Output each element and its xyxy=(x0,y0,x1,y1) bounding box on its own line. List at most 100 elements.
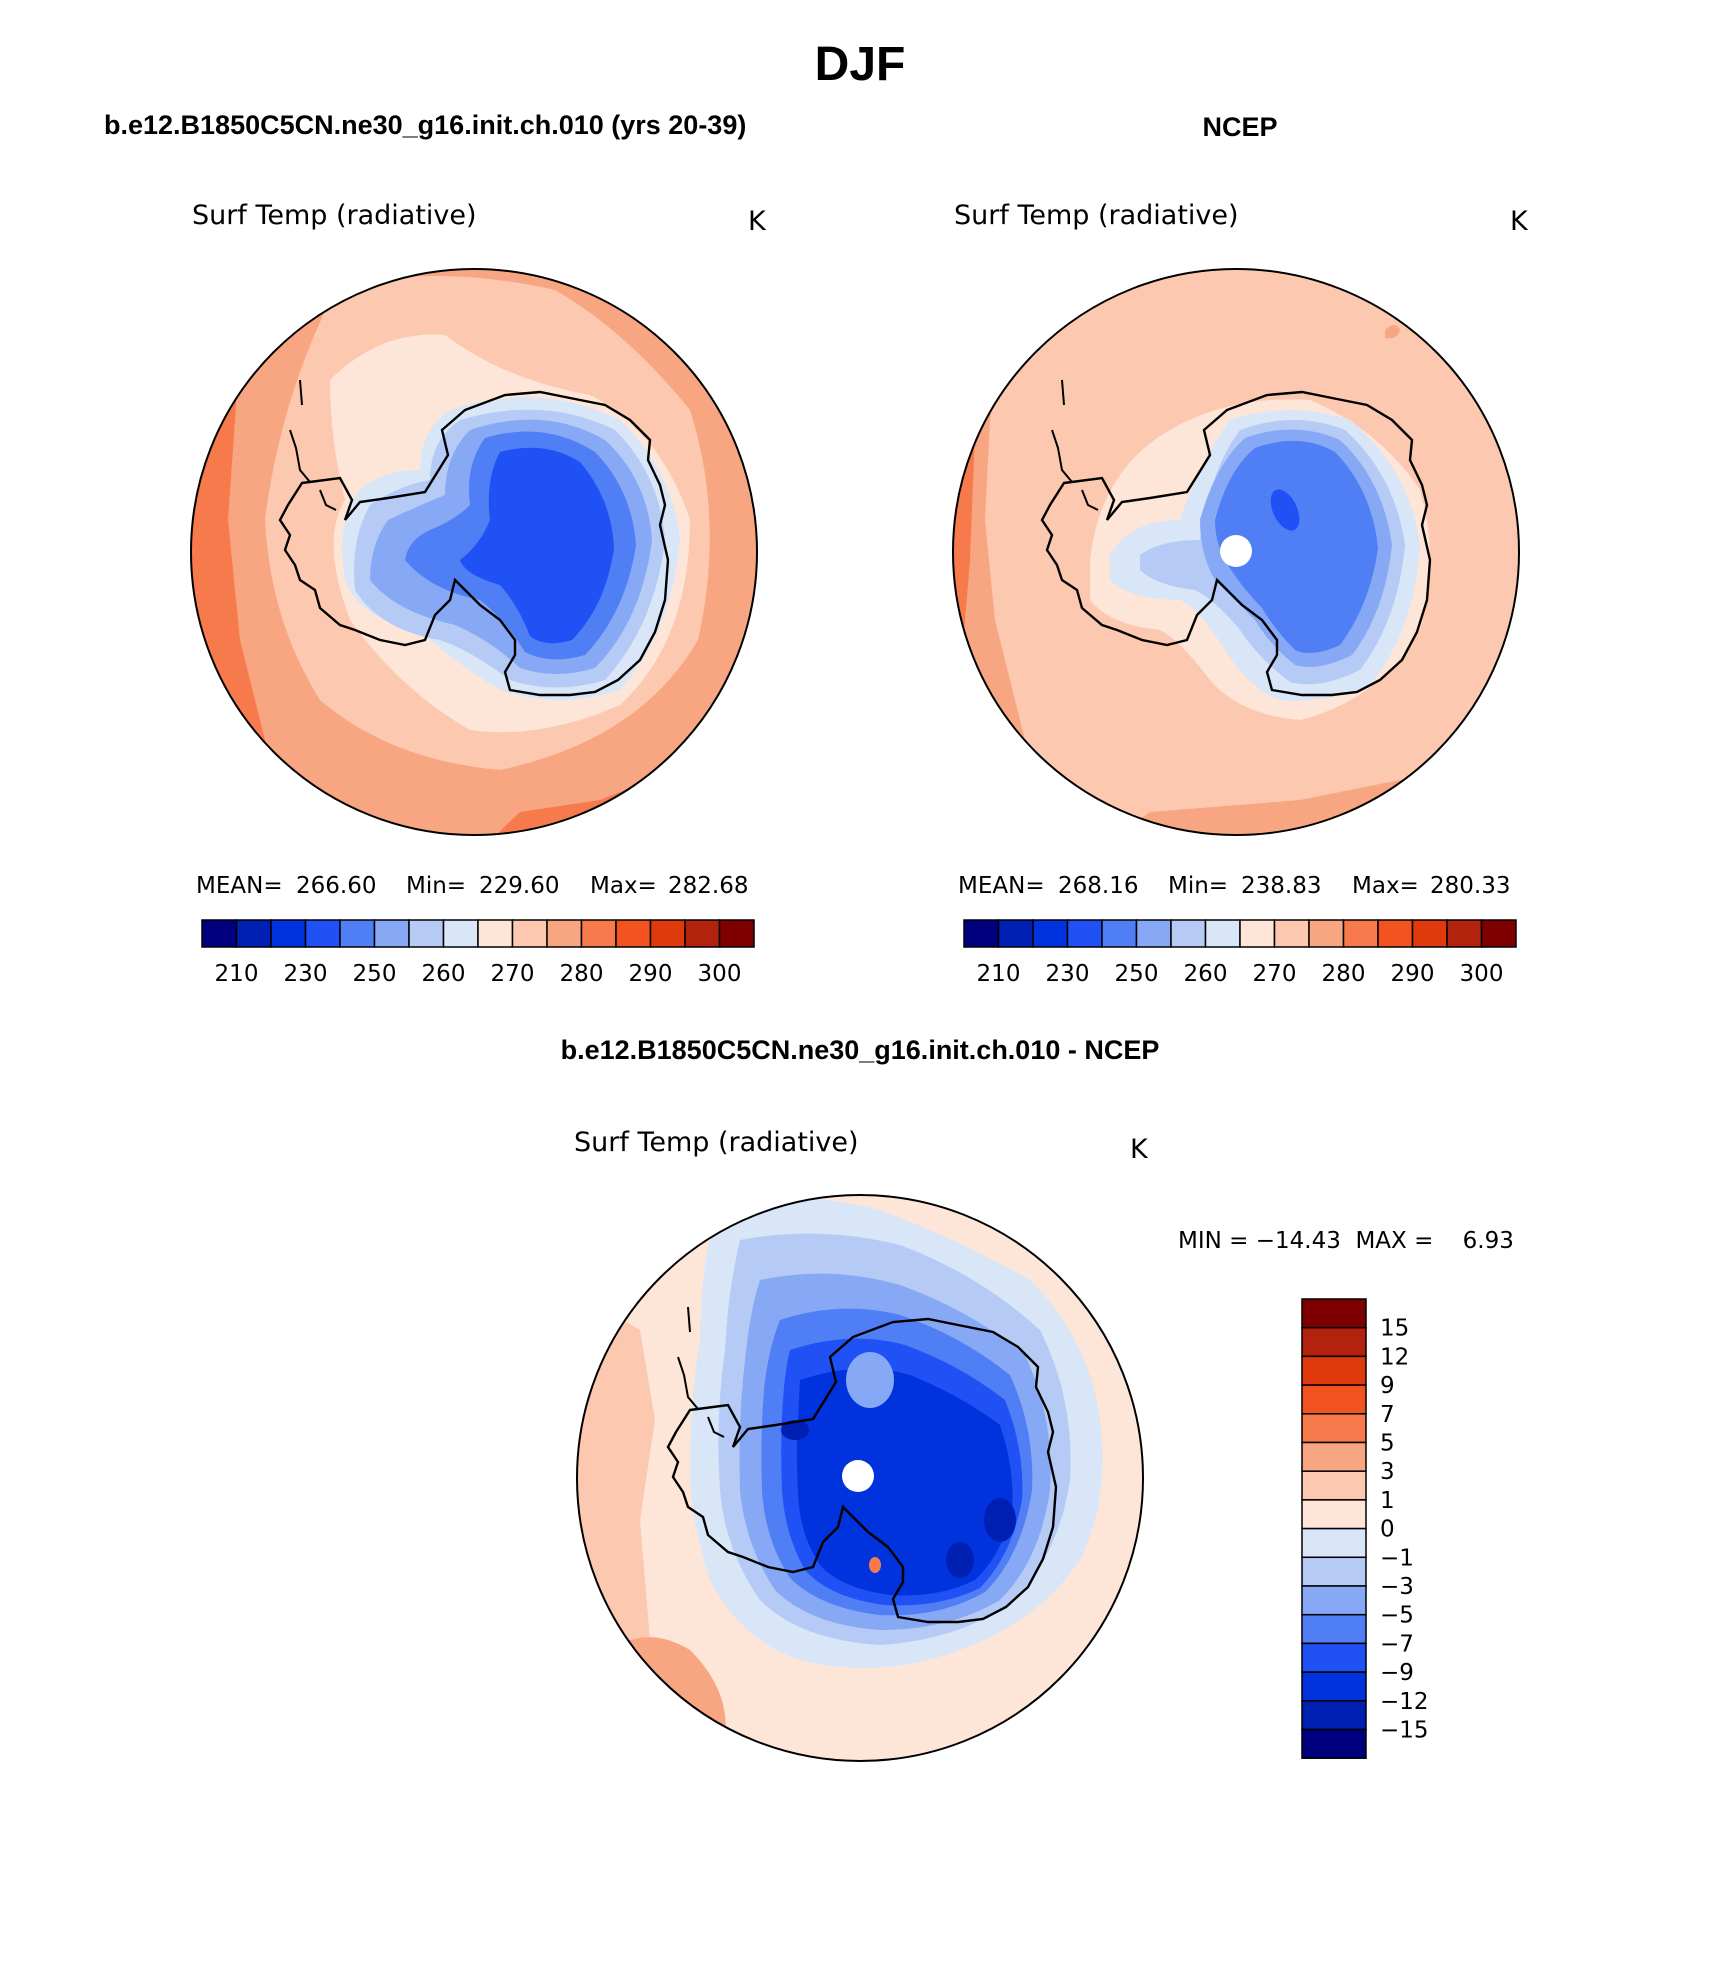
obs-colorbar-box xyxy=(1446,919,1483,948)
obs-units-label: K xyxy=(1510,206,1529,237)
obs-colorbar-label: 300 xyxy=(1460,961,1504,987)
difference-colorbar-label: 9 xyxy=(1380,1373,1395,1399)
obs-mean-label: MEAN= xyxy=(958,873,1045,899)
obs-colorbar-box xyxy=(1377,919,1414,948)
difference-minmax: MIN = −14.43 MAX = 6.93 xyxy=(1178,1228,1514,1254)
obs-colorbar-box xyxy=(1480,919,1517,948)
model-colorbar-box xyxy=(649,919,686,948)
page-title: DJF xyxy=(815,38,906,91)
difference-map-panel: b.e12.B1850C5CN.ne30_g16.init.ch.010 - N… xyxy=(561,1035,1514,1762)
model-colorbar-label: 260 xyxy=(422,961,466,987)
difference-colorbar-box xyxy=(1301,1413,1367,1444)
model-colorbar-box xyxy=(684,919,721,948)
model-colorbar-box xyxy=(580,919,617,948)
model-colorbar-box xyxy=(546,919,583,948)
model-colorbar-box xyxy=(442,919,479,948)
difference-colorbar-label: 7 xyxy=(1380,1402,1395,1428)
difference-colorbar-label: 3 xyxy=(1380,1459,1395,1485)
difference-colorbar-label: −5 xyxy=(1380,1603,1414,1629)
difference-colorbar-box xyxy=(1301,1470,1367,1501)
model-max-value: 282.68 xyxy=(668,873,748,899)
obs-min-label: Min= xyxy=(1168,873,1228,899)
obs-coastline-peninsula xyxy=(1051,379,1099,511)
difference-colorbar-box xyxy=(1301,1355,1367,1386)
difference-colorbar-label: 5 xyxy=(1380,1431,1395,1457)
difference-colorbar-box xyxy=(1301,1298,1367,1329)
obs-colorbar-box xyxy=(963,919,1000,948)
model-min-value: 229.60 xyxy=(479,873,559,899)
obs-max-label: Max= xyxy=(1352,873,1419,899)
difference-units-label: K xyxy=(1130,1134,1149,1165)
difference-colorbar-box xyxy=(1301,1700,1367,1731)
difference-pole-hole xyxy=(842,1460,874,1492)
obs-case-title: NCEP xyxy=(1202,112,1277,142)
model-coastline-peninsula xyxy=(289,379,337,511)
difference-colorbar-box xyxy=(1301,1499,1367,1530)
difference-coastline xyxy=(666,1317,1058,1624)
difference-colorbar-box xyxy=(1301,1671,1367,1702)
obs-colorbar-box xyxy=(1411,919,1448,948)
model-coastline xyxy=(278,390,670,697)
difference-colorbar-box xyxy=(1301,1556,1367,1587)
obs-variable-label: Surf Temp (radiative) xyxy=(954,200,1239,231)
difference-colorbar-box xyxy=(1301,1527,1367,1559)
difference-colorbar-label: −7 xyxy=(1380,1631,1414,1657)
difference-map-outline xyxy=(576,1194,1144,1762)
model-map-outline xyxy=(190,268,758,836)
model-colorbar-box xyxy=(511,919,548,948)
difference-coastline-peninsula xyxy=(677,1306,725,1438)
model-max-label: Max= xyxy=(590,873,657,899)
obs-stats-line: MEAN= 268.16 Min= 238.83 Max= 280.33 xyxy=(958,873,1510,899)
obs-colorbar-box xyxy=(1239,919,1276,948)
obs-colorbar-label: 270 xyxy=(1253,961,1297,987)
obs-colorbar-box xyxy=(1170,919,1207,948)
model-colorbar-label: 290 xyxy=(629,961,673,987)
difference-colorbar-box xyxy=(1301,1728,1367,1759)
model-min-label: Min= xyxy=(406,873,466,899)
difference-colorbar-box xyxy=(1301,1585,1367,1616)
obs-colorbar-label: 290 xyxy=(1391,961,1435,987)
difference-colorbar-label: 15 xyxy=(1380,1316,1409,1342)
obs-colorbar-label: 260 xyxy=(1184,961,1228,987)
model-colorbar-box xyxy=(304,919,341,948)
model-colorbar-label: 230 xyxy=(284,961,328,987)
difference-colorbar-box xyxy=(1301,1613,1367,1645)
difference-colorbar-box xyxy=(1301,1326,1367,1358)
obs-colorbar-label: 230 xyxy=(1046,961,1090,987)
obs-colorbar-box xyxy=(1342,919,1379,948)
difference-case-title: b.e12.B1850C5CN.ne30_g16.init.ch.010 - N… xyxy=(561,1035,1160,1065)
model-mean-label: MEAN= xyxy=(196,873,283,899)
model-colorbar-label: 210 xyxy=(215,961,259,987)
obs-colorbar-label: 210 xyxy=(977,961,1021,987)
model-colorbar-box xyxy=(408,919,445,948)
model-colorbar-box xyxy=(373,919,410,948)
model-stats-line: MEAN= 266.60 Min= 229.60 Max= 282.68 xyxy=(196,873,748,899)
model-colorbar-label: 300 xyxy=(698,961,742,987)
model-colorbar-label: 280 xyxy=(560,961,604,987)
obs-mean-value: 268.16 xyxy=(1058,873,1138,899)
model-colorbar-box xyxy=(201,919,238,948)
model-colorbar-box xyxy=(235,919,272,948)
difference-colorbar-label: 0 xyxy=(1380,1517,1395,1543)
obs-colorbar-box xyxy=(1204,919,1241,948)
obs-colorbar-box xyxy=(1273,919,1310,948)
model-units-label: K xyxy=(748,206,767,237)
obs-max-value: 280.33 xyxy=(1430,873,1510,899)
difference-colorbar-box xyxy=(1301,1384,1367,1415)
difference-colorbar-label: −1 xyxy=(1380,1545,1414,1571)
obs-colorbar-label: 250 xyxy=(1115,961,1159,987)
model-field xyxy=(191,269,757,835)
obs-coastline xyxy=(1040,390,1432,697)
obs-pole-hole xyxy=(1220,535,1252,567)
model-case-title: b.e12.B1850C5CN.ne30_g16.init.ch.010 (yr… xyxy=(104,110,746,140)
difference-colorbar-box xyxy=(1301,1642,1367,1673)
obs-colorbar-box xyxy=(1135,919,1172,948)
model-mean-value: 266.60 xyxy=(296,873,376,899)
model-colorbar-box xyxy=(718,919,755,948)
obs-colorbar-box xyxy=(1101,919,1138,948)
obs-map-outline xyxy=(952,268,1520,836)
model-colorbar-label: 250 xyxy=(353,961,397,987)
model-colorbar-label: 270 xyxy=(491,961,535,987)
